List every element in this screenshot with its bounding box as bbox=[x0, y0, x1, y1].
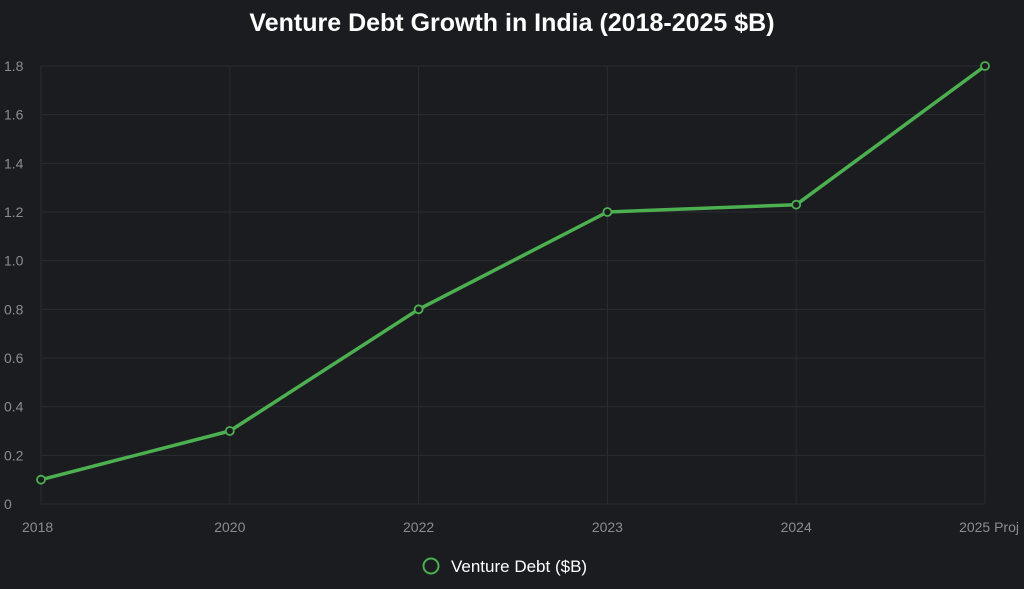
x-tick-label: 2024 bbox=[781, 519, 812, 535]
data-point[interactable] bbox=[602, 207, 613, 217]
y-tick-label: 1.2 bbox=[4, 204, 24, 220]
chart-title: Venture Debt Growth in India (2018-2025 … bbox=[249, 9, 774, 37]
legend-marker bbox=[422, 557, 440, 575]
x-tick-label: 2022 bbox=[403, 519, 434, 535]
y-axis-ticks: 0 0.2 0.4 0.6 0.8 1.0 1.2 1.4 1.6 1.8 bbox=[4, 58, 24, 512]
data-point[interactable] bbox=[980, 61, 990, 71]
y-tick-label: 0 bbox=[4, 496, 12, 512]
x-tick-label: 2023 bbox=[592, 519, 623, 535]
series-line bbox=[39, 64, 987, 482]
data-point[interactable] bbox=[791, 199, 802, 210]
y-tick-label: 0.6 bbox=[4, 350, 24, 366]
x-tick-label: 2020 bbox=[214, 519, 245, 535]
y-tick-label: 0.8 bbox=[4, 301, 24, 317]
y-tick-label: 1.6 bbox=[4, 107, 24, 123]
grid-lines bbox=[40, 65, 986, 505]
series-venture-debt bbox=[36, 61, 990, 485]
y-tick-label: 1.4 bbox=[4, 155, 24, 171]
x-axis-ticks: 2018 2020 2022 2023 2024 2025 Proj bbox=[22, 519, 1019, 535]
legend[interactable]: Venture Debt ($B) bbox=[422, 557, 588, 576]
y-tick-label: 0.2 bbox=[4, 447, 24, 463]
y-tick-label: 1.0 bbox=[4, 253, 24, 269]
y-tick-label: 0.4 bbox=[4, 399, 24, 415]
y-tick-label: 1.8 bbox=[4, 58, 24, 74]
data-point[interactable] bbox=[413, 304, 424, 315]
data-point[interactable] bbox=[224, 426, 235, 436]
x-tick-label: 2018 bbox=[22, 519, 53, 535]
data-point[interactable] bbox=[36, 474, 46, 485]
legend-label: Venture Debt ($B) bbox=[451, 557, 587, 576]
x-tick-label: 2025 Proj bbox=[959, 519, 1019, 535]
